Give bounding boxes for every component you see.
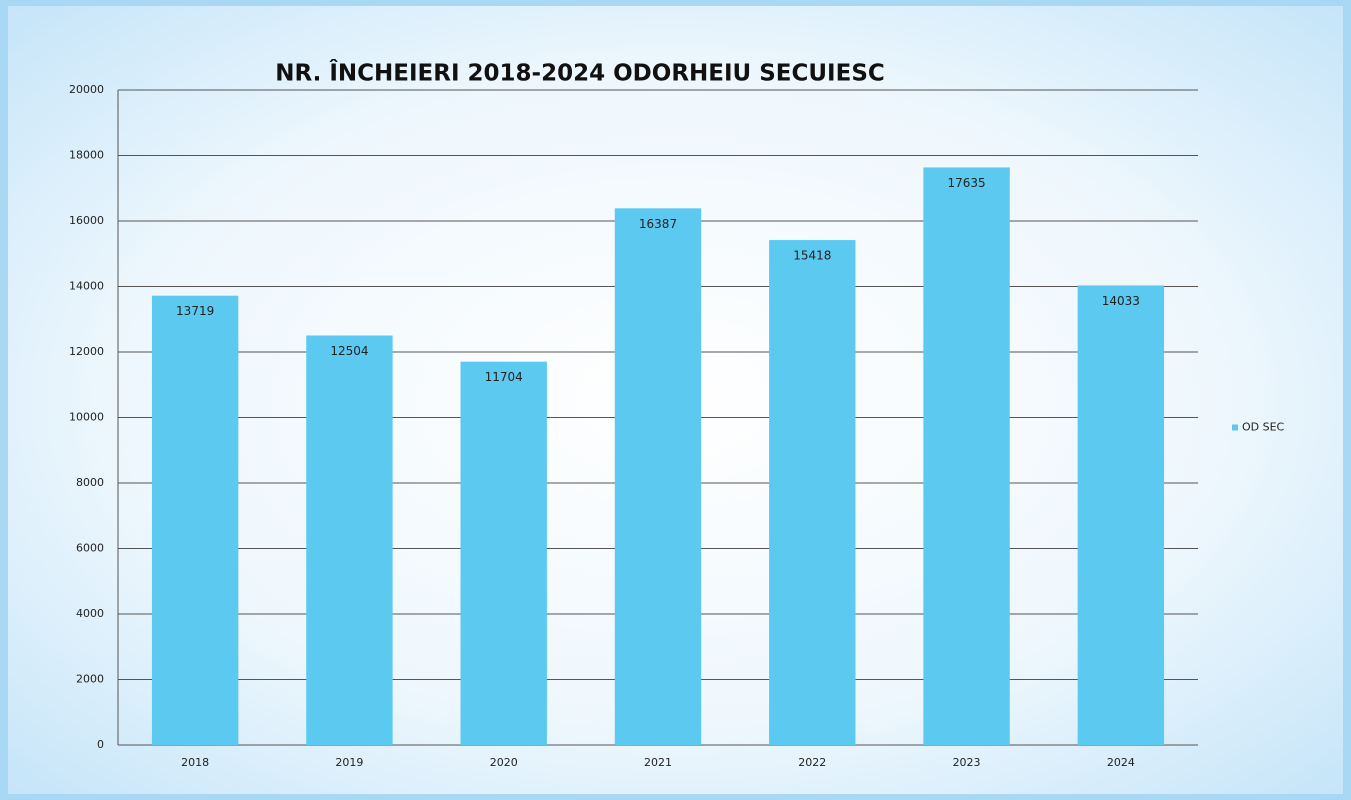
y-tick-label: 2000 (76, 673, 104, 686)
y-tick-label: 16000 (69, 214, 104, 227)
x-tick-label: 2018 (181, 756, 209, 769)
y-tick-label: 12000 (69, 345, 104, 358)
bar (923, 167, 1010, 746)
chart-title: NR. ÎNCHEIERI 2018-2024 ODORHEIU SECUIES… (275, 59, 885, 87)
bar (614, 208, 702, 745)
bar (151, 295, 239, 745)
y-tick-label: 0 (97, 738, 104, 751)
y-tick-label: 20000 (69, 83, 104, 96)
y-tick-label: 8000 (76, 476, 104, 489)
data-label: 11704 (485, 370, 523, 384)
data-label: 16387 (639, 217, 677, 231)
legend-swatch (1232, 424, 1238, 431)
x-tick-label: 2023 (953, 756, 981, 769)
x-tick-label: 2021 (644, 756, 672, 769)
x-tick-label: 2020 (490, 756, 518, 769)
data-label: 14033 (1102, 294, 1140, 308)
x-tick-label: 2022 (798, 756, 826, 769)
legend-label: OD SEC (1242, 421, 1285, 434)
x-tick-label: 2024 (1107, 756, 1135, 769)
data-label: 13719 (176, 304, 214, 318)
y-tick-label: 10000 (69, 411, 104, 424)
bar (460, 361, 547, 745)
bar (769, 240, 856, 746)
bar (1077, 285, 1165, 745)
y-tick-label: 14000 (69, 280, 104, 293)
data-label: 17635 (947, 176, 985, 190)
bar (306, 335, 393, 745)
data-label: 15418 (793, 249, 831, 263)
y-tick-label: 4000 (76, 607, 104, 620)
y-tick-label: 6000 (76, 542, 104, 555)
x-tick-label: 2019 (335, 756, 363, 769)
y-tick-label: 18000 (69, 149, 104, 162)
data-label: 12504 (330, 344, 368, 358)
